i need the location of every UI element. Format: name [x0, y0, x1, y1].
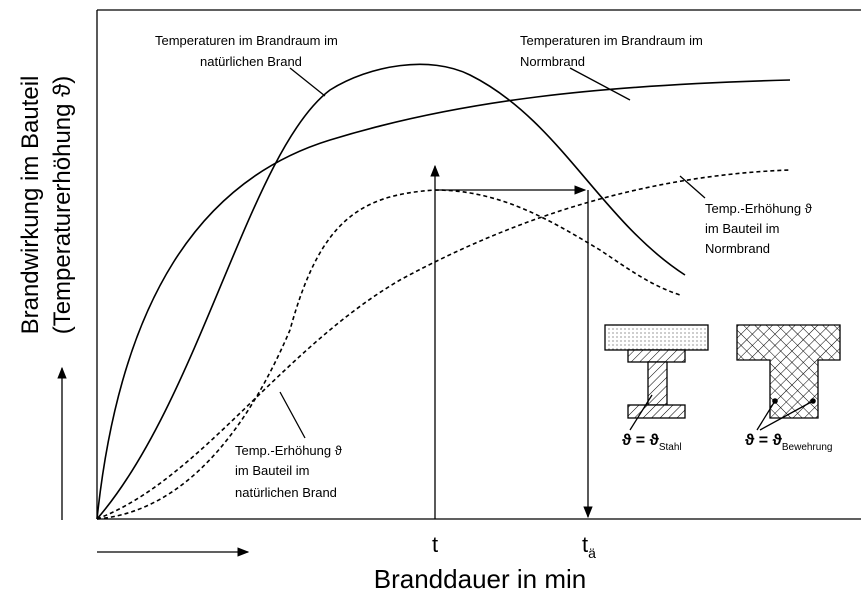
slab	[604, 324, 709, 351]
leader	[756, 400, 776, 431]
web	[647, 361, 668, 406]
concrete-label: ϑ = ϑBewehrung	[745, 432, 832, 453]
top-flange	[627, 349, 686, 363]
steel-label: ϑ = ϑStahl	[622, 432, 682, 453]
lhs: ϑ = ϑ	[622, 432, 660, 449]
annotation: Temp.-Erhöhung ϑ	[705, 201, 813, 216]
leader	[629, 394, 653, 431]
annotation: Temperaturen im Brandraum im	[155, 33, 338, 48]
axes	[96, 9, 861, 520]
natural-component-curve	[96, 189, 681, 520]
leader	[679, 175, 706, 199]
bottom-flange	[627, 404, 686, 419]
sub: ä	[588, 545, 596, 561]
norm-room-curve	[96, 79, 791, 520]
annotation: im Bauteil im	[235, 463, 309, 478]
natural-room-curve	[96, 63, 686, 520]
leader	[759, 400, 814, 431]
annotation: Normbrand	[705, 241, 770, 256]
annotation: natürlichen Brand	[200, 54, 302, 69]
leader	[289, 67, 326, 97]
leader	[279, 391, 306, 439]
lhs: ϑ = ϑ	[745, 432, 783, 449]
annotation: im Bauteil im	[705, 221, 779, 236]
y-label: (Temperaturerhöhung ϑ)	[49, 76, 76, 335]
y-label: Brandwirkung im Bauteil	[17, 76, 44, 335]
norm-component-curve	[96, 169, 791, 520]
steel-section: ϑ = ϑStahl	[604, 324, 709, 453]
x-label: Branddauer in min	[374, 564, 586, 594]
concrete-section: ϑ = ϑBewehrung	[736, 324, 841, 453]
annotation: Temperaturen im Brandraum im	[520, 33, 703, 48]
leader	[569, 67, 631, 101]
annotation: Temp.-Erhöhung ϑ	[235, 443, 343, 458]
t-beam	[736, 324, 841, 419]
annotation: Normbrand	[520, 54, 585, 69]
sub: Bewehrung	[782, 442, 833, 453]
annotation: natürlichen Brand	[235, 485, 337, 500]
t-label: t	[432, 532, 438, 557]
t: t	[582, 532, 588, 557]
sub: Stahl	[659, 442, 682, 453]
t-ae-label: tä	[582, 532, 596, 561]
